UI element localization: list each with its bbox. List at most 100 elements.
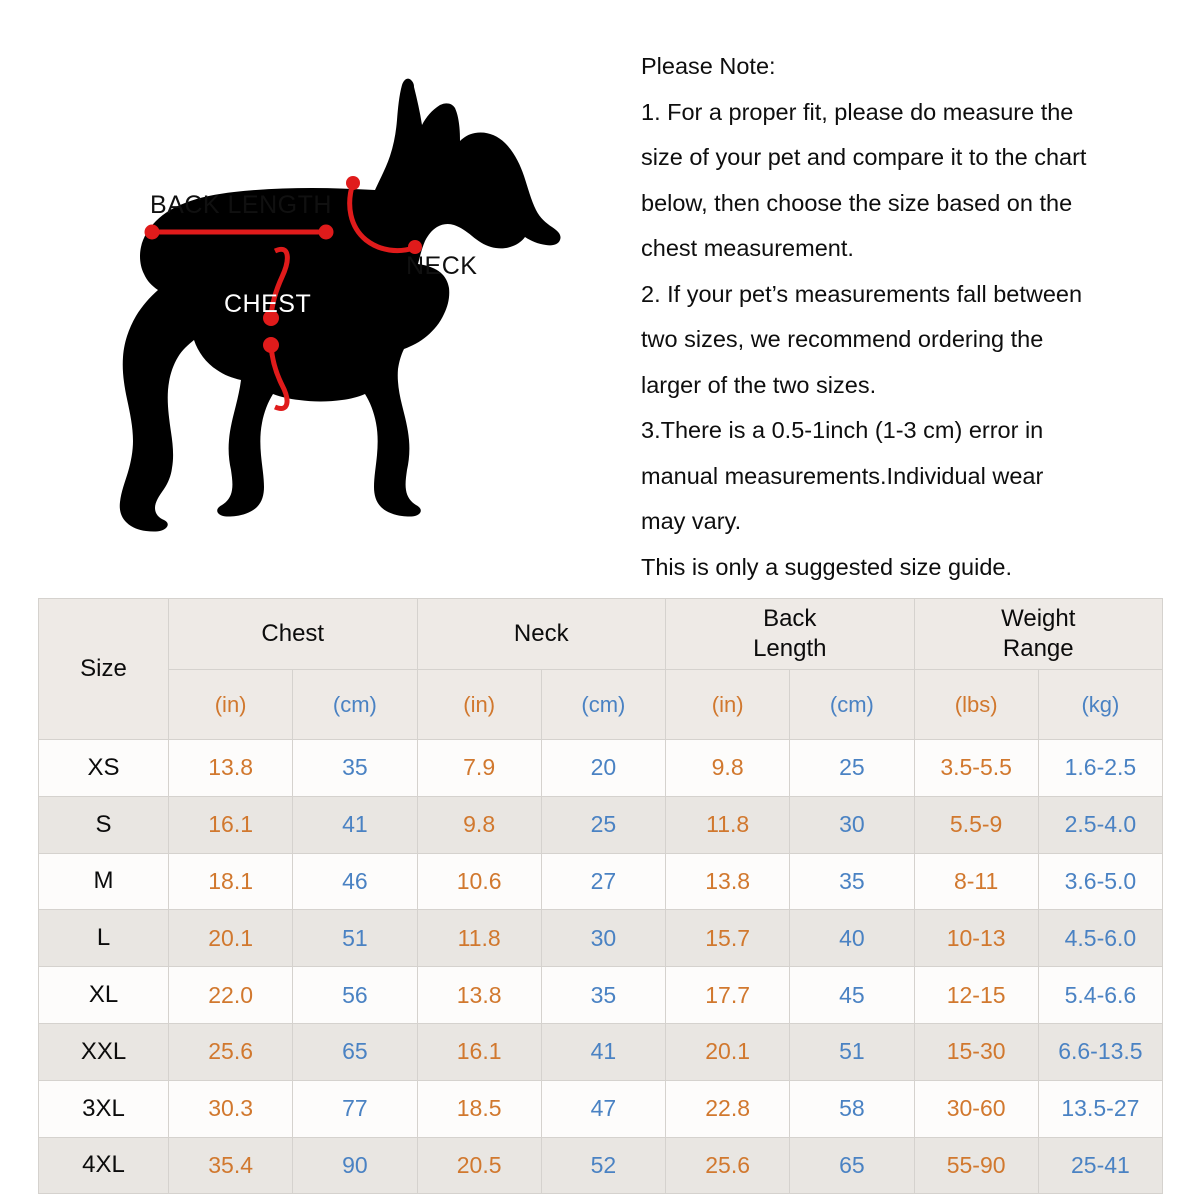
- cell-size: M: [38, 852, 169, 911]
- cell-neck-cm: 52: [540, 1136, 667, 1195]
- note-line: larger of the two sizes.: [641, 371, 877, 398]
- cell-chest-cm: 46: [292, 852, 418, 911]
- cell-neck-in: 9.8: [416, 795, 542, 854]
- table-row: L 20.1 51 11.8 30 15.7 40 10-13 4.5-6.0: [38, 909, 1164, 968]
- cell-back-in: 22.8: [665, 1079, 791, 1138]
- cell-back-in: 20.1: [665, 1022, 791, 1081]
- cell-neck-in: 10.6: [416, 852, 542, 911]
- cell-size: XL: [38, 966, 169, 1024]
- cell-chest-in: 13.8: [167, 739, 294, 797]
- cell-weight-lbs: 12-15: [913, 966, 1039, 1024]
- note-line: 2. If your pet’s measurements fall betwe…: [641, 280, 1083, 307]
- cell-chest-in: 25.6: [167, 1022, 294, 1081]
- table-row: 4XL 35.4 90 20.5 52 25.6 65 55-90 25-41: [38, 1136, 1164, 1195]
- chest-measure-point-bottom: [263, 337, 279, 353]
- chest-measure-point-top: [263, 310, 279, 326]
- unit-header-weight-lbs: (lbs): [913, 669, 1039, 740]
- notes-heading: Please Note:: [641, 53, 776, 79]
- neck-measure-point-top: [346, 176, 360, 190]
- cell-neck-cm: 20: [540, 739, 667, 797]
- cell-back-cm: 35: [789, 852, 915, 911]
- cell-weight-lbs: 55-90: [913, 1136, 1039, 1195]
- back-length-line-2: Length: [753, 635, 827, 662]
- neck-measure-point-bottom: [408, 240, 422, 254]
- cell-weight-lbs: 10-13: [913, 909, 1039, 968]
- cell-neck-in: 11.8: [416, 909, 542, 968]
- cell-chest-cm: 56: [292, 966, 418, 1024]
- cell-chest-cm: 51: [292, 909, 418, 968]
- unit-header-back-cm: (cm): [789, 669, 915, 740]
- illustration-and-notes-area: BACK LENGTH CHEST NECK Please Note: 1. F…: [0, 0, 1200, 596]
- dog-measurement-diagram: BACK LENGTH CHEST NECK: [28, 55, 588, 555]
- cell-weight-kg: 1.6-2.5: [1037, 739, 1164, 797]
- cell-neck-cm: 47: [540, 1079, 667, 1138]
- table-row: XXL 25.6 65 16.1 41 20.1 51 15-30 6.6-13…: [38, 1022, 1164, 1081]
- cell-back-in: 11.8: [665, 795, 791, 854]
- weight-range-line-2: Range: [1002, 635, 1074, 662]
- cell-chest-cm: 90: [292, 1136, 418, 1195]
- cell-weight-lbs: 15-30: [913, 1022, 1039, 1081]
- note-line: two sizes, we recommend ordering the: [641, 326, 1044, 352]
- table-row: XL 22.0 56 13.8 35 17.7 45 12-15 5.4-6.6: [38, 966, 1164, 1024]
- cell-chest-in: 18.1: [167, 852, 294, 911]
- unit-header-neck-in: (in): [416, 669, 542, 740]
- column-group-header-weight-range: Weight Range: [913, 598, 1164, 670]
- cell-chest-cm: 65: [292, 1022, 418, 1081]
- unit-header-chest-cm: (cm): [292, 669, 418, 740]
- cell-back-in: 15.7: [665, 909, 791, 968]
- weight-range-line-1: Weight: [1001, 605, 1076, 632]
- neck-measure-loop: [347, 182, 415, 254]
- cell-weight-kg: 25-41: [1037, 1136, 1164, 1195]
- size-chart-table: Size Chest Neck Back Length Weight Range…: [38, 598, 1164, 1195]
- note-line: may vary.: [641, 508, 742, 534]
- unit-header-back-in: (in): [665, 669, 791, 740]
- cell-chest-cm: 41: [292, 795, 418, 854]
- column-group-header-back-length: Back Length: [665, 598, 915, 670]
- back-length-measure-line: [144, 224, 334, 240]
- cell-size: XXL: [38, 1022, 169, 1081]
- cell-neck-in: 18.5: [416, 1079, 542, 1138]
- cell-neck-cm: 41: [540, 1022, 667, 1081]
- cell-neck-in: 13.8: [416, 966, 542, 1024]
- cell-neck-in: 20.5: [416, 1136, 542, 1195]
- cell-weight-kg: 3.6-5.0: [1037, 852, 1164, 911]
- cell-weight-lbs: 30-60: [913, 1079, 1039, 1138]
- cell-size: XS: [38, 739, 169, 797]
- note-line: size of your pet and compare it to the c…: [641, 144, 1087, 170]
- cell-back-cm: 65: [789, 1136, 915, 1195]
- please-note-block: Please Note: 1. For a proper fit, please…: [641, 44, 1171, 590]
- cell-chest-cm: 35: [292, 739, 418, 797]
- cell-back-cm: 30: [789, 795, 915, 854]
- note-line: manual measurements.Individual wear: [641, 462, 1044, 489]
- dog-silhouette-icon: [119, 78, 561, 532]
- cell-chest-in: 20.1: [167, 909, 294, 968]
- cell-weight-kg: 13.5-27: [1037, 1079, 1164, 1138]
- unit-header-weight-kg: (kg): [1037, 669, 1164, 740]
- cell-weight-kg: 2.5-4.0: [1037, 795, 1164, 854]
- cell-back-cm: 58: [789, 1079, 915, 1138]
- table-row: M 18.1 46 10.6 27 13.8 35 8-11 3.6-5.0: [38, 852, 1164, 911]
- cell-size: 3XL: [38, 1079, 169, 1138]
- cell-size: 4XL: [38, 1136, 169, 1195]
- note-line: 3.There is a 0.5-1inch (1-3 cm) error in: [641, 417, 1044, 443]
- cell-chest-in: 30.3: [167, 1079, 294, 1138]
- unit-header-neck-cm: (cm): [540, 669, 667, 740]
- cell-weight-kg: 6.6-13.5: [1037, 1022, 1164, 1081]
- cell-back-in: 25.6: [665, 1136, 791, 1195]
- cell-chest-in: 22.0: [167, 966, 294, 1024]
- table-head: Size Chest Neck Back Length Weight Range…: [38, 598, 1164, 740]
- cell-neck-cm: 27: [540, 852, 667, 911]
- table-unit-header-row: (in) (cm) (in) (cm) (in) (cm) (lbs) (kg): [39, 669, 1164, 740]
- cell-neck-cm: 35: [540, 966, 667, 1024]
- note-line: below, then choose the size based on the: [641, 189, 1073, 216]
- note-line: 1. For a proper fit, please do measure t…: [641, 98, 1074, 125]
- cell-back-in: 17.7: [665, 966, 791, 1024]
- cell-weight-kg: 4.5-6.0: [1037, 909, 1164, 968]
- note-line: This is only a suggested size guide.: [641, 553, 1012, 580]
- cell-neck-cm: 30: [540, 909, 667, 968]
- cell-neck-in: 7.9: [416, 739, 542, 797]
- cell-weight-lbs: 8-11: [913, 852, 1039, 911]
- table-row: S 16.1 41 9.8 25 11.8 30 5.5-9 2.5-4.0: [38, 795, 1164, 854]
- cell-back-in: 9.8: [665, 739, 791, 797]
- column-group-header-chest: Chest: [168, 598, 418, 670]
